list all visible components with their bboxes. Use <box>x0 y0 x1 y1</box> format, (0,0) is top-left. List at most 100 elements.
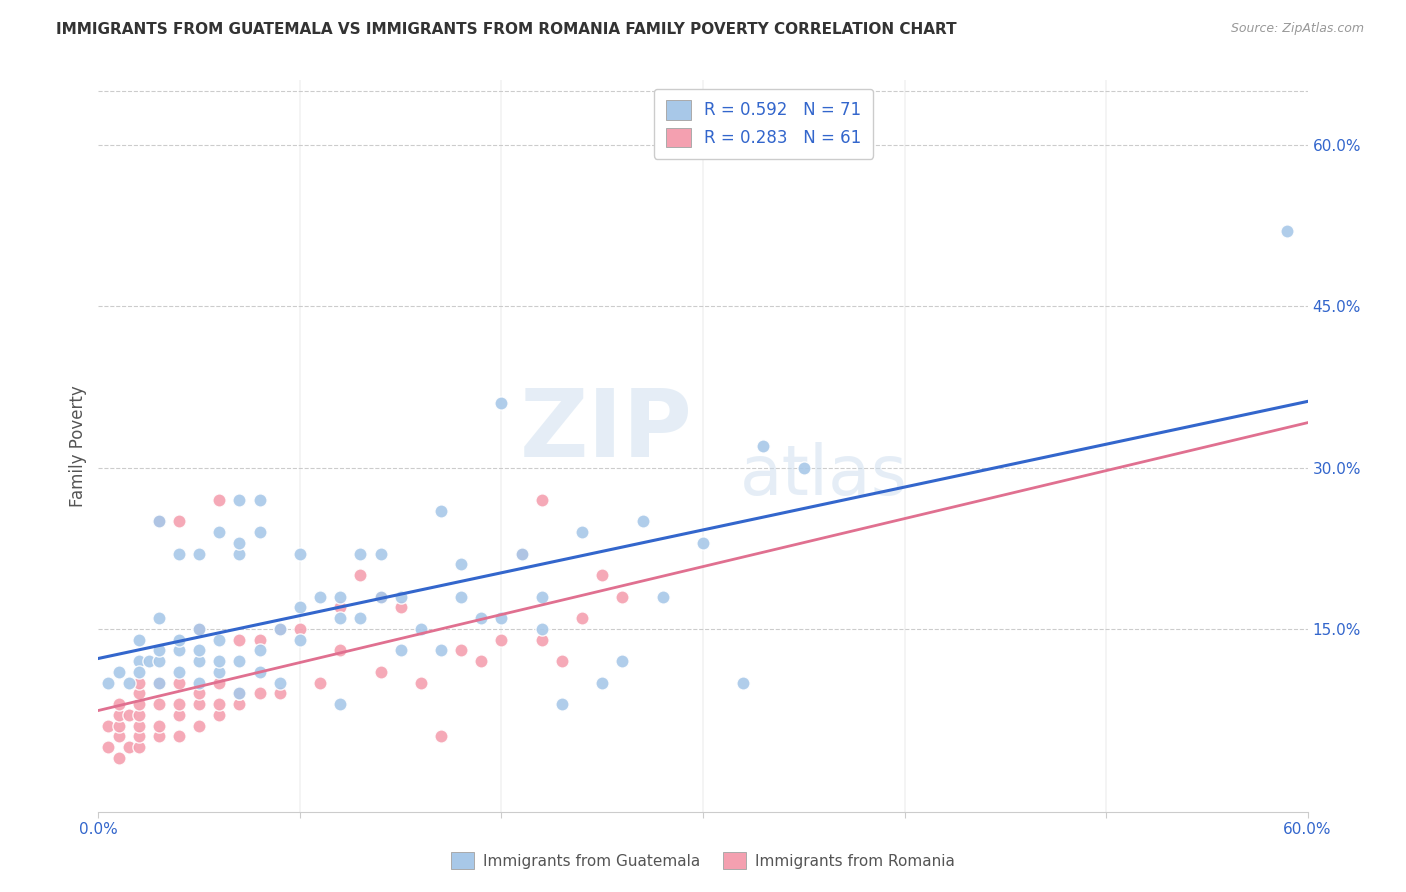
Point <box>228 547 250 561</box>
Point <box>530 492 553 507</box>
Point <box>228 697 250 711</box>
Point <box>97 675 120 690</box>
Point <box>97 719 120 733</box>
Point <box>128 654 150 668</box>
Point <box>208 675 231 690</box>
Point <box>148 675 170 690</box>
Y-axis label: Family Poverty: Family Poverty <box>69 385 87 507</box>
Point <box>208 632 231 647</box>
Point <box>612 590 634 604</box>
Point <box>208 707 231 722</box>
Point <box>167 547 190 561</box>
Point <box>329 600 352 615</box>
Point <box>430 643 453 657</box>
Point <box>128 740 150 755</box>
Point <box>349 611 371 625</box>
Point <box>208 524 231 539</box>
Point <box>228 686 250 700</box>
Point <box>470 654 492 668</box>
Legend: R = 0.592   N = 71, R = 0.283   N = 61: R = 0.592 N = 71, R = 0.283 N = 61 <box>654 88 873 159</box>
Point <box>510 547 533 561</box>
Point <box>692 536 714 550</box>
Point <box>551 697 574 711</box>
Point <box>249 632 271 647</box>
Text: Source: ZipAtlas.com: Source: ZipAtlas.com <box>1230 22 1364 36</box>
Point <box>228 654 250 668</box>
Point <box>128 697 150 711</box>
Point <box>228 536 250 550</box>
Point <box>118 707 141 722</box>
Point <box>107 730 129 744</box>
Point <box>571 611 593 625</box>
Point <box>128 665 150 679</box>
Point <box>167 707 190 722</box>
Point <box>128 719 150 733</box>
Legend: Immigrants from Guatemala, Immigrants from Romania: Immigrants from Guatemala, Immigrants fr… <box>444 846 962 875</box>
Point <box>249 686 271 700</box>
Point <box>167 675 190 690</box>
Point <box>249 643 271 657</box>
Point <box>107 697 129 711</box>
Point <box>228 492 250 507</box>
Point <box>148 643 170 657</box>
Point <box>148 514 170 528</box>
Point <box>470 611 492 625</box>
Point <box>288 632 311 647</box>
Point <box>370 547 392 561</box>
Point <box>269 622 291 636</box>
Point <box>288 547 311 561</box>
Point <box>571 524 593 539</box>
Point <box>491 611 513 625</box>
Point <box>530 632 553 647</box>
Point <box>228 632 250 647</box>
Point <box>793 460 815 475</box>
Point <box>128 675 150 690</box>
Point <box>288 600 311 615</box>
Text: IMMIGRANTS FROM GUATEMALA VS IMMIGRANTS FROM ROMANIA FAMILY POVERTY CORRELATION : IMMIGRANTS FROM GUATEMALA VS IMMIGRANTS … <box>56 22 957 37</box>
Point <box>107 707 129 722</box>
Point <box>491 396 513 410</box>
Point <box>208 697 231 711</box>
Point <box>188 643 211 657</box>
Point <box>370 665 392 679</box>
Point <box>733 675 755 690</box>
Point <box>551 654 574 668</box>
Point <box>167 730 190 744</box>
Point <box>148 675 170 690</box>
Point <box>389 643 412 657</box>
Point <box>118 675 141 690</box>
Point <box>188 654 211 668</box>
Point <box>188 686 211 700</box>
Point <box>269 686 291 700</box>
Point <box>591 568 613 582</box>
Point <box>107 665 129 679</box>
Text: ZIP: ZIP <box>520 385 693 477</box>
Point <box>612 654 634 668</box>
Point <box>167 665 190 679</box>
Point <box>329 611 352 625</box>
Point <box>430 503 453 517</box>
Point <box>148 697 170 711</box>
Point <box>450 643 472 657</box>
Point <box>1277 224 1299 238</box>
Point <box>409 675 432 690</box>
Point <box>269 675 291 690</box>
Point <box>188 622 211 636</box>
Point <box>128 707 150 722</box>
Point <box>370 590 392 604</box>
Point <box>188 675 211 690</box>
Point <box>138 654 160 668</box>
Text: atlas: atlas <box>740 442 908 508</box>
Point <box>288 622 311 636</box>
Point <box>349 568 371 582</box>
Point <box>309 590 332 604</box>
Point <box>510 547 533 561</box>
Point <box>631 514 654 528</box>
Point <box>188 547 211 561</box>
Point <box>450 558 472 572</box>
Point <box>148 514 170 528</box>
Point <box>118 740 141 755</box>
Point <box>148 730 170 744</box>
Point <box>430 730 453 744</box>
Point <box>409 622 432 636</box>
